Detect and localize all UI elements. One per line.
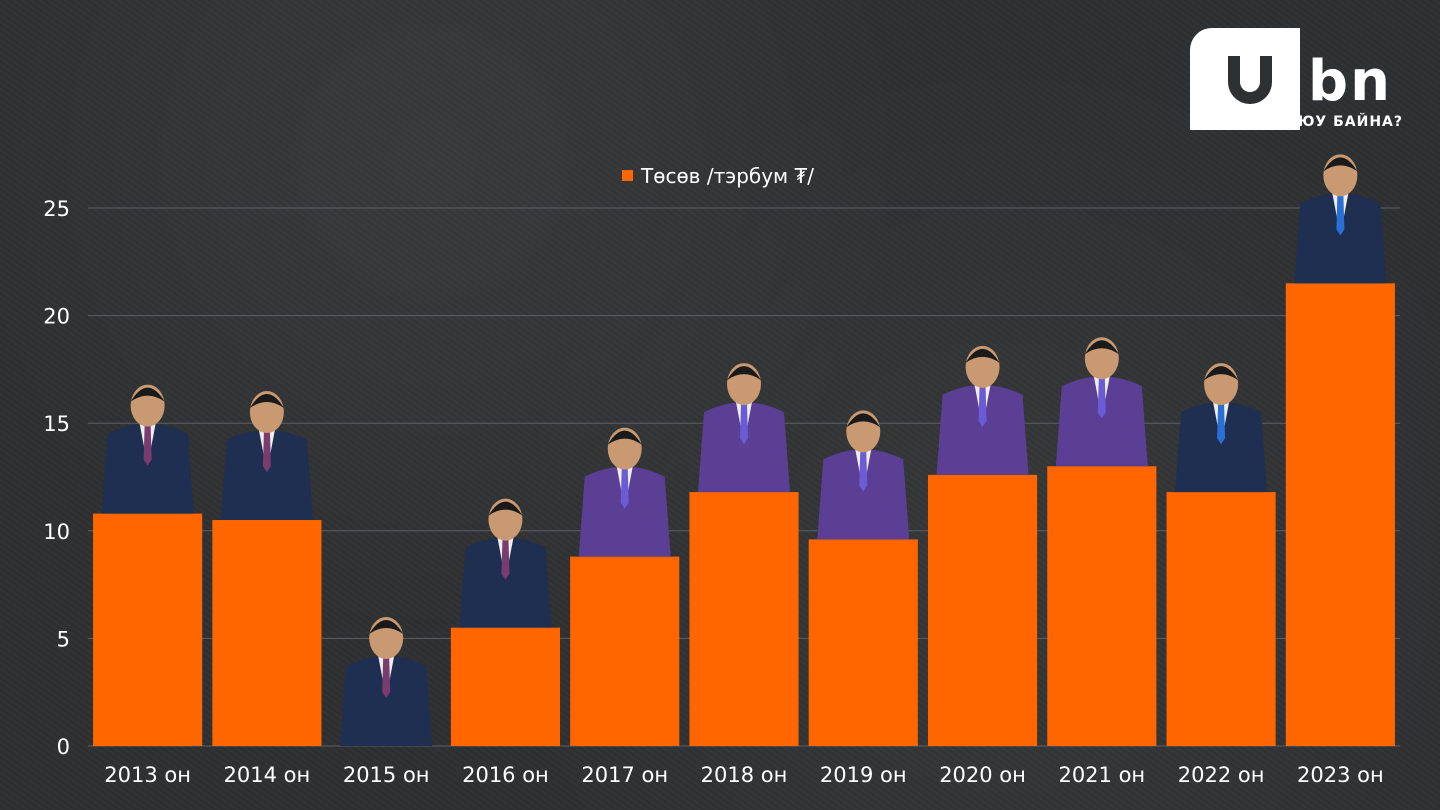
x-tick-label: 2015 он [343, 763, 430, 787]
logo-text: bn [1308, 49, 1392, 114]
person-photo [101, 384, 194, 514]
x-tick-label: 2023 он [1297, 763, 1384, 787]
ubn-logo: bn ЮУ БАЙНА? [1190, 28, 1404, 132]
person-body [1294, 193, 1387, 284]
person-tie [262, 432, 271, 473]
person-body [578, 466, 671, 557]
y-tick-label: 0 [57, 735, 70, 759]
x-tick-label: 2014 он [224, 763, 311, 787]
bar [927, 474, 1038, 746]
person-photo [1294, 154, 1387, 284]
person-photo [698, 363, 790, 493]
person-tie [143, 425, 152, 466]
legend-label: Төсөв /тэрбум ₮/ [640, 164, 814, 188]
bar [808, 539, 918, 746]
logo-u-mark [1228, 56, 1272, 104]
person-hair [1323, 157, 1358, 172]
x-tick-label: 2021 он [1058, 763, 1145, 787]
person-tie [1097, 378, 1106, 419]
x-tick-label: 2019 он [820, 763, 907, 787]
person-body [459, 537, 552, 628]
person-body [817, 449, 910, 540]
person-tie [1217, 404, 1226, 445]
person-body [1175, 402, 1268, 493]
y-tick-label: 15 [43, 412, 70, 436]
person-body [698, 402, 790, 493]
person-tie [620, 468, 629, 509]
person-photo [220, 391, 313, 521]
y-tick-label: 10 [43, 520, 70, 544]
person-tie [501, 539, 510, 580]
person-photo [936, 345, 1029, 475]
person-hair [130, 387, 165, 402]
bar [570, 556, 680, 746]
y-axis-ticks: 0 5 10 15 20 25 [43, 197, 70, 759]
bar [93, 513, 203, 746]
logo-box [1190, 28, 1300, 130]
legend: Төсөв /тэрбум ₮/ [622, 164, 814, 188]
x-tick-label: 2022 он [1178, 763, 1265, 787]
person-hair [965, 348, 1000, 363]
bars [93, 283, 1395, 746]
person-photo [1175, 363, 1268, 493]
bar [689, 492, 799, 746]
person-hair [488, 501, 523, 516]
person-tie [382, 658, 391, 698]
x-tick-label: 2016 он [462, 763, 549, 787]
x-tick-label: 2018 он [701, 763, 788, 787]
person-hair [846, 413, 881, 428]
person-hair [369, 620, 404, 634]
person-photo [1055, 337, 1148, 467]
x-tick-label: 2017 он [581, 763, 668, 787]
x-tick-label: 2013 он [104, 763, 191, 787]
person-tie [1336, 195, 1345, 236]
y-tick-label: 25 [43, 197, 70, 221]
y-tick-label: 20 [43, 305, 70, 329]
bar [1166, 492, 1276, 746]
person-hair [727, 366, 761, 381]
person-hair [1084, 340, 1119, 355]
x-tick-label: 2020 он [939, 763, 1026, 787]
person-hair [607, 430, 642, 445]
bar [1047, 466, 1157, 746]
person-body [340, 656, 433, 746]
person-body [101, 423, 194, 514]
person-photo [459, 498, 552, 628]
person-body [936, 384, 1029, 475]
person-tie [859, 451, 868, 492]
bar [1285, 283, 1395, 746]
person-photo [578, 427, 671, 557]
logo-tagline: ЮУ БАЙНА? [1298, 114, 1403, 130]
legend-swatch [622, 170, 633, 181]
person-hair [1204, 366, 1239, 381]
person-tie [740, 404, 748, 445]
person-body [220, 430, 313, 521]
person-body [1055, 376, 1148, 467]
person-photo [817, 410, 910, 540]
y-tick-label: 5 [57, 627, 70, 651]
person-silhouettes [101, 154, 1387, 746]
person-hair [249, 394, 284, 409]
person-tie [978, 386, 987, 427]
bar [450, 627, 561, 746]
person-photo [340, 617, 433, 746]
x-axis-labels: 2013 он 2014 он 2015 он 2016 он 2017 он 2018 … [104, 763, 1383, 787]
bar [212, 520, 322, 746]
